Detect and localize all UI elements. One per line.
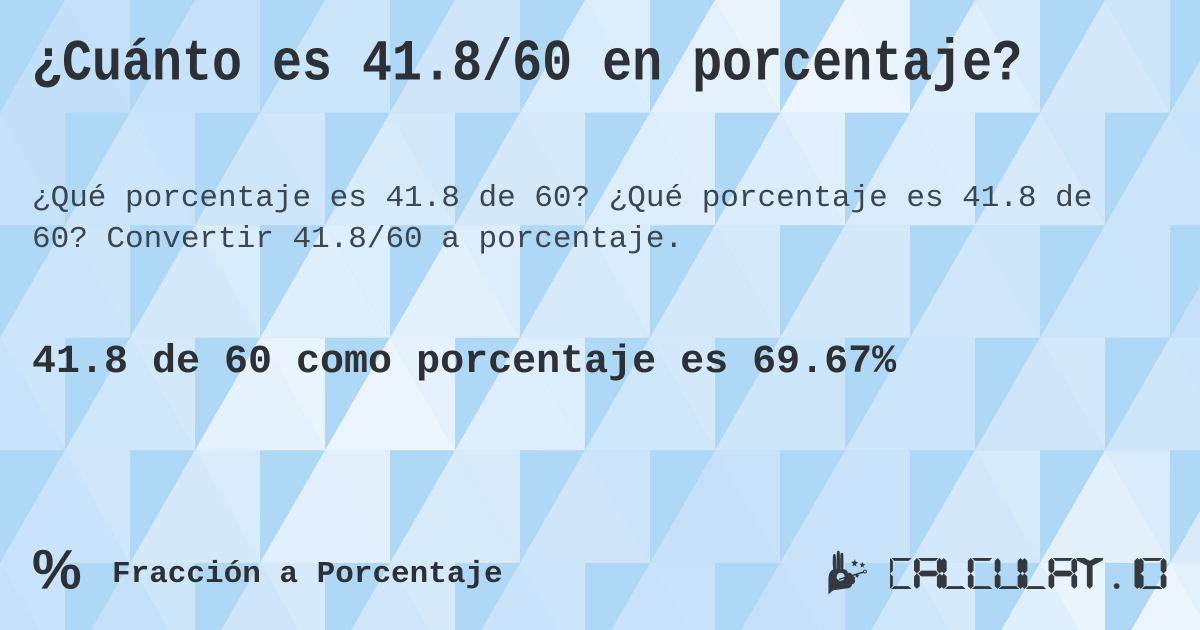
svg-text:%: % [32, 537, 82, 600]
